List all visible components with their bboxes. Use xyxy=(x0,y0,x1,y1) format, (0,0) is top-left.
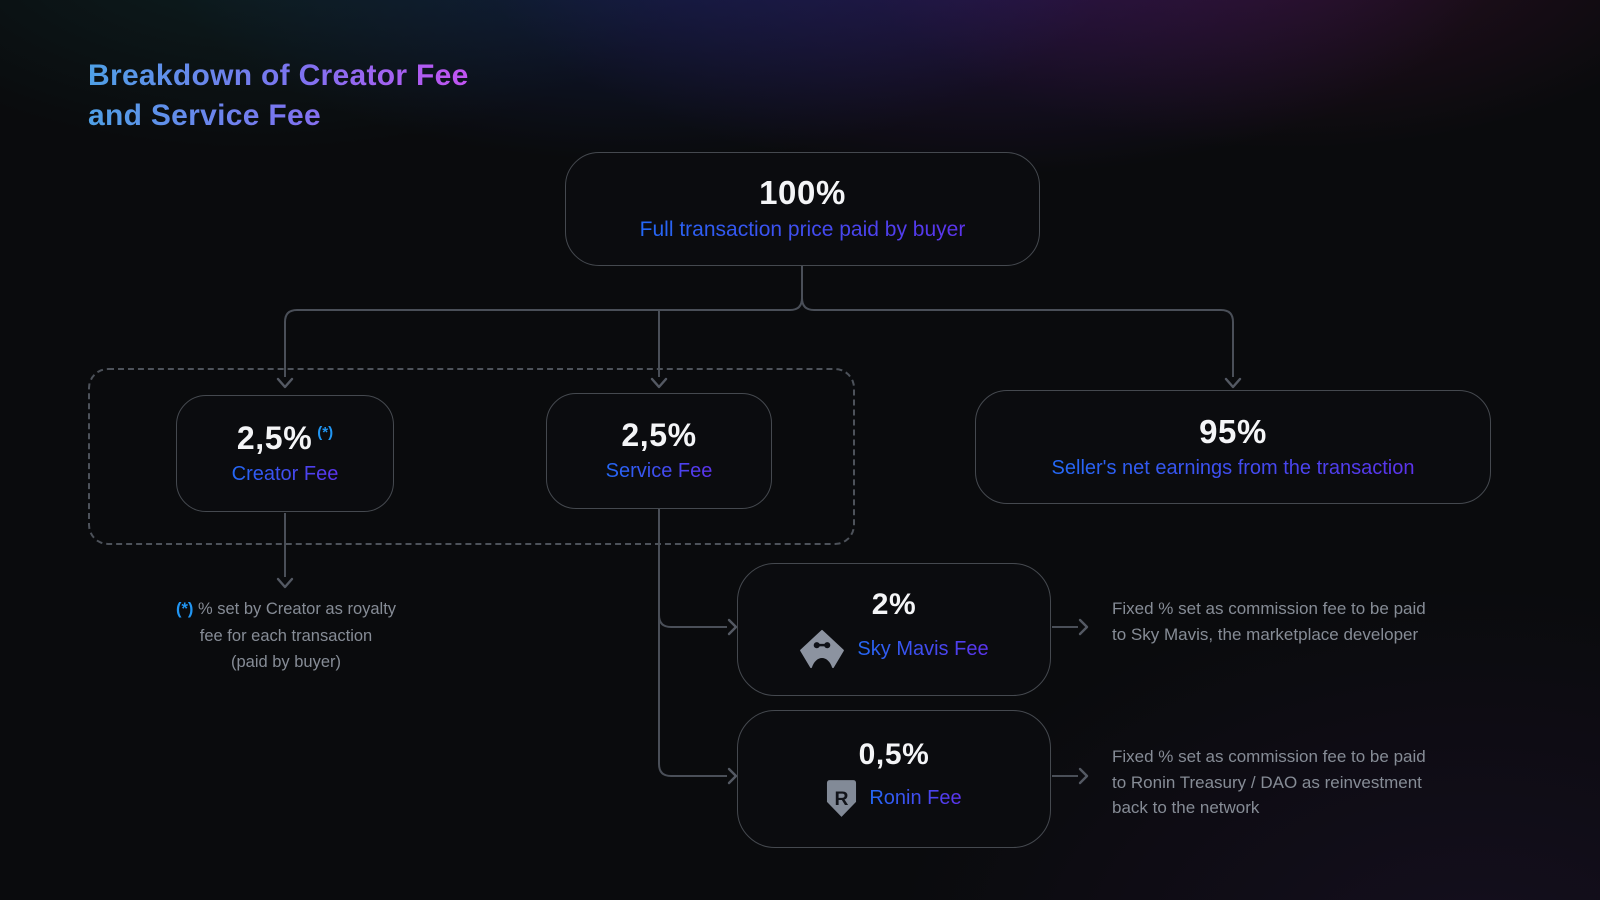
arrowhead-into-ronin-annotation xyxy=(1078,767,1089,785)
ronin-shield-icon: R xyxy=(827,780,857,817)
sky-mavis-annotation: Fixed % set as commission fee to be paid… xyxy=(1112,599,1426,644)
fees-dashed-group xyxy=(88,368,855,545)
ronin-label-row: R Ronin Fee xyxy=(826,779,962,818)
sky-mavis-fee-value: 2% xyxy=(871,588,917,621)
connector-service-to-sky-mavis xyxy=(658,614,727,628)
total-label: Full transaction price paid by buyer xyxy=(639,218,966,241)
node-creator-fee: 2,5% (*) Creator Fee xyxy=(176,395,394,512)
creator-fee-label: Creator Fee xyxy=(231,462,339,485)
sky-mavis-fee-label: Sky Mavis Fee xyxy=(857,637,989,660)
arrowhead-into-footnote xyxy=(276,577,294,589)
node-ronin-fee: 0,5% R Ronin Fee xyxy=(737,710,1051,848)
node-seller-earnings: 95% Seller's net earnings from the trans… xyxy=(975,390,1491,504)
connector-total-to-seller xyxy=(801,297,1234,377)
total-value: 100% xyxy=(759,174,846,211)
service-fee-value: 2,5% xyxy=(621,417,697,453)
arrowhead-into-sky-mavis xyxy=(727,618,738,636)
creator-footnote-marker: (*) xyxy=(317,423,334,441)
footnote-text: % set by Creator as royalty fee for each… xyxy=(197,600,397,672)
creator-fee-percent: 2,5% xyxy=(236,419,313,456)
creator-fee-value: 2,5% (*) xyxy=(237,422,333,454)
footnote-marker: (*) xyxy=(175,600,194,618)
sky-mavis-label-row: Sky Mavis Fee xyxy=(799,629,989,669)
creator-fee-footnote: (*) % set by Creator as royalty fee for … xyxy=(120,596,452,676)
node-total-transaction: 100% Full transaction price paid by buye… xyxy=(565,152,1040,266)
node-sky-mavis-fee: 2% Sky Mavis Fee xyxy=(737,563,1051,696)
arrowhead-into-seller xyxy=(1224,377,1242,389)
connector-total-to-creator xyxy=(284,266,803,377)
ronin-shield-letter: R xyxy=(835,788,849,810)
ronin-fee-label: Ronin Fee xyxy=(869,787,962,809)
sky-mavis-logo-icon xyxy=(800,629,845,669)
ronin-fee-value: 0,5% xyxy=(858,738,930,771)
arrowhead-into-service xyxy=(650,377,668,389)
ronin-annotation: Fixed % set as commission fee to be paid… xyxy=(1112,747,1426,817)
node-service-fee: 2,5% Service Fee xyxy=(546,393,772,509)
seller-earnings-value: 95% xyxy=(1199,412,1267,450)
service-fee-label: Service Fee xyxy=(605,460,713,482)
connector-service-to-ronin xyxy=(658,509,727,777)
page-title: Breakdown of Creator Fee and Service Fee xyxy=(88,56,469,136)
seller-earnings-label: Seller's net earnings from the transacti… xyxy=(1051,456,1415,479)
arrowhead-into-ronin xyxy=(727,767,738,785)
arrowhead-into-creator xyxy=(276,377,294,389)
arrowhead-into-sky-annotation xyxy=(1078,618,1089,636)
